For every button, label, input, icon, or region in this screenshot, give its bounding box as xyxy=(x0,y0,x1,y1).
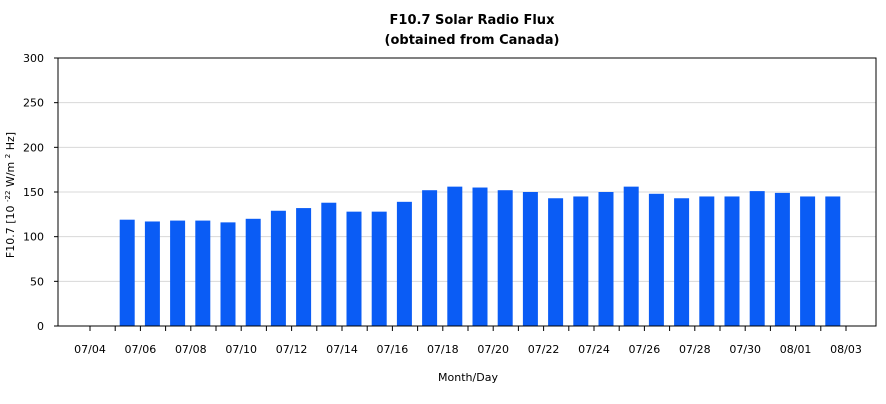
x-tick-label: 07/26 xyxy=(629,343,661,356)
y-tick-label: 150 xyxy=(23,186,44,199)
bar-07-05 xyxy=(119,219,135,326)
y-axis-label-mid: W/m xyxy=(4,162,17,187)
bar-07-23 xyxy=(573,196,589,326)
bar-07-06 xyxy=(144,221,160,326)
bar-07-26 xyxy=(648,193,664,326)
y-tick-label: 200 xyxy=(23,141,44,154)
x-tick-label: 07/30 xyxy=(729,343,761,356)
chart-subtitle: (obtained from Canada) xyxy=(385,33,560,48)
y-tick-labels: 0 50 100 150 200 250 300 xyxy=(23,52,44,333)
x-axis-label: Month/Day xyxy=(438,371,498,384)
bar-07-24 xyxy=(598,192,614,326)
y-axis-label-suffix: Hz] xyxy=(4,132,17,150)
bar-07-11 xyxy=(270,210,286,326)
bar-07-09 xyxy=(220,222,236,326)
bar-07-07 xyxy=(170,220,186,326)
x-tick-label: 07/16 xyxy=(377,343,409,356)
bar-07-15 xyxy=(371,211,387,326)
x-tick-label: 08/03 xyxy=(830,343,862,356)
x-tick-label: 07/24 xyxy=(578,343,610,356)
x-tick-label: 07/14 xyxy=(326,343,358,356)
bar-07-30 xyxy=(749,191,765,326)
bar-07-18 xyxy=(447,186,463,326)
bar-07-28 xyxy=(699,196,715,326)
bar-07-08 xyxy=(195,220,211,326)
y-axis-label: F10.7 [10 -22 W/m 2 Hz] xyxy=(4,132,17,258)
x-tick-label: 07/20 xyxy=(477,343,509,356)
x-tick-label: 08/01 xyxy=(780,343,812,356)
bar-08-02 xyxy=(825,196,841,326)
x-tick-label: 07/22 xyxy=(528,343,560,356)
axes-layer xyxy=(54,57,877,331)
x-tick-label: 07/08 xyxy=(175,343,207,356)
x-tick-labels: 07/04 07/06 07/08 07/10 07/12 07/14 07/16 07/18… xyxy=(74,343,862,356)
bar-07-14 xyxy=(346,211,362,326)
x-tick-label: 07/12 xyxy=(276,343,308,356)
x-tick-label: 07/10 xyxy=(225,343,257,356)
bar-07-31 xyxy=(774,192,790,326)
y-tick-label: 250 xyxy=(23,97,44,110)
y-tick-label: 300 xyxy=(23,52,44,65)
bar-07-12 xyxy=(296,208,312,326)
y-tick-label: 50 xyxy=(30,275,44,288)
y-tick-label: 100 xyxy=(23,231,44,244)
bars-layer xyxy=(119,186,841,326)
bar-07-20 xyxy=(497,190,513,326)
bar-07-27 xyxy=(674,198,690,326)
bar-07-19 xyxy=(472,187,488,326)
bar-07-13 xyxy=(321,202,337,326)
x-tick-label: 07/28 xyxy=(679,343,711,356)
x-tick-label: 07/06 xyxy=(125,343,157,356)
x-tick-label: 07/04 xyxy=(74,343,106,356)
bar-07-10 xyxy=(245,218,261,326)
plot-frame xyxy=(57,57,877,327)
x-tick-label: 07/18 xyxy=(427,343,459,356)
y-axis-label-exp1: -22 xyxy=(4,191,12,202)
bar-07-16 xyxy=(396,201,412,326)
bar-07-21 xyxy=(522,192,538,326)
bar-07-17 xyxy=(422,190,438,326)
y-tick-label: 0 xyxy=(37,320,44,333)
bar-08-01 xyxy=(800,196,816,326)
bar-07-29 xyxy=(724,196,740,326)
bar-07-25 xyxy=(623,186,639,326)
y-axis-label-exp2: 2 xyxy=(4,154,12,158)
chart-title: F10.7 Solar Radio Flux xyxy=(390,13,556,28)
bar-07-22 xyxy=(548,198,564,326)
y-axis-label-prefix: F10.7 [10 xyxy=(4,205,17,258)
